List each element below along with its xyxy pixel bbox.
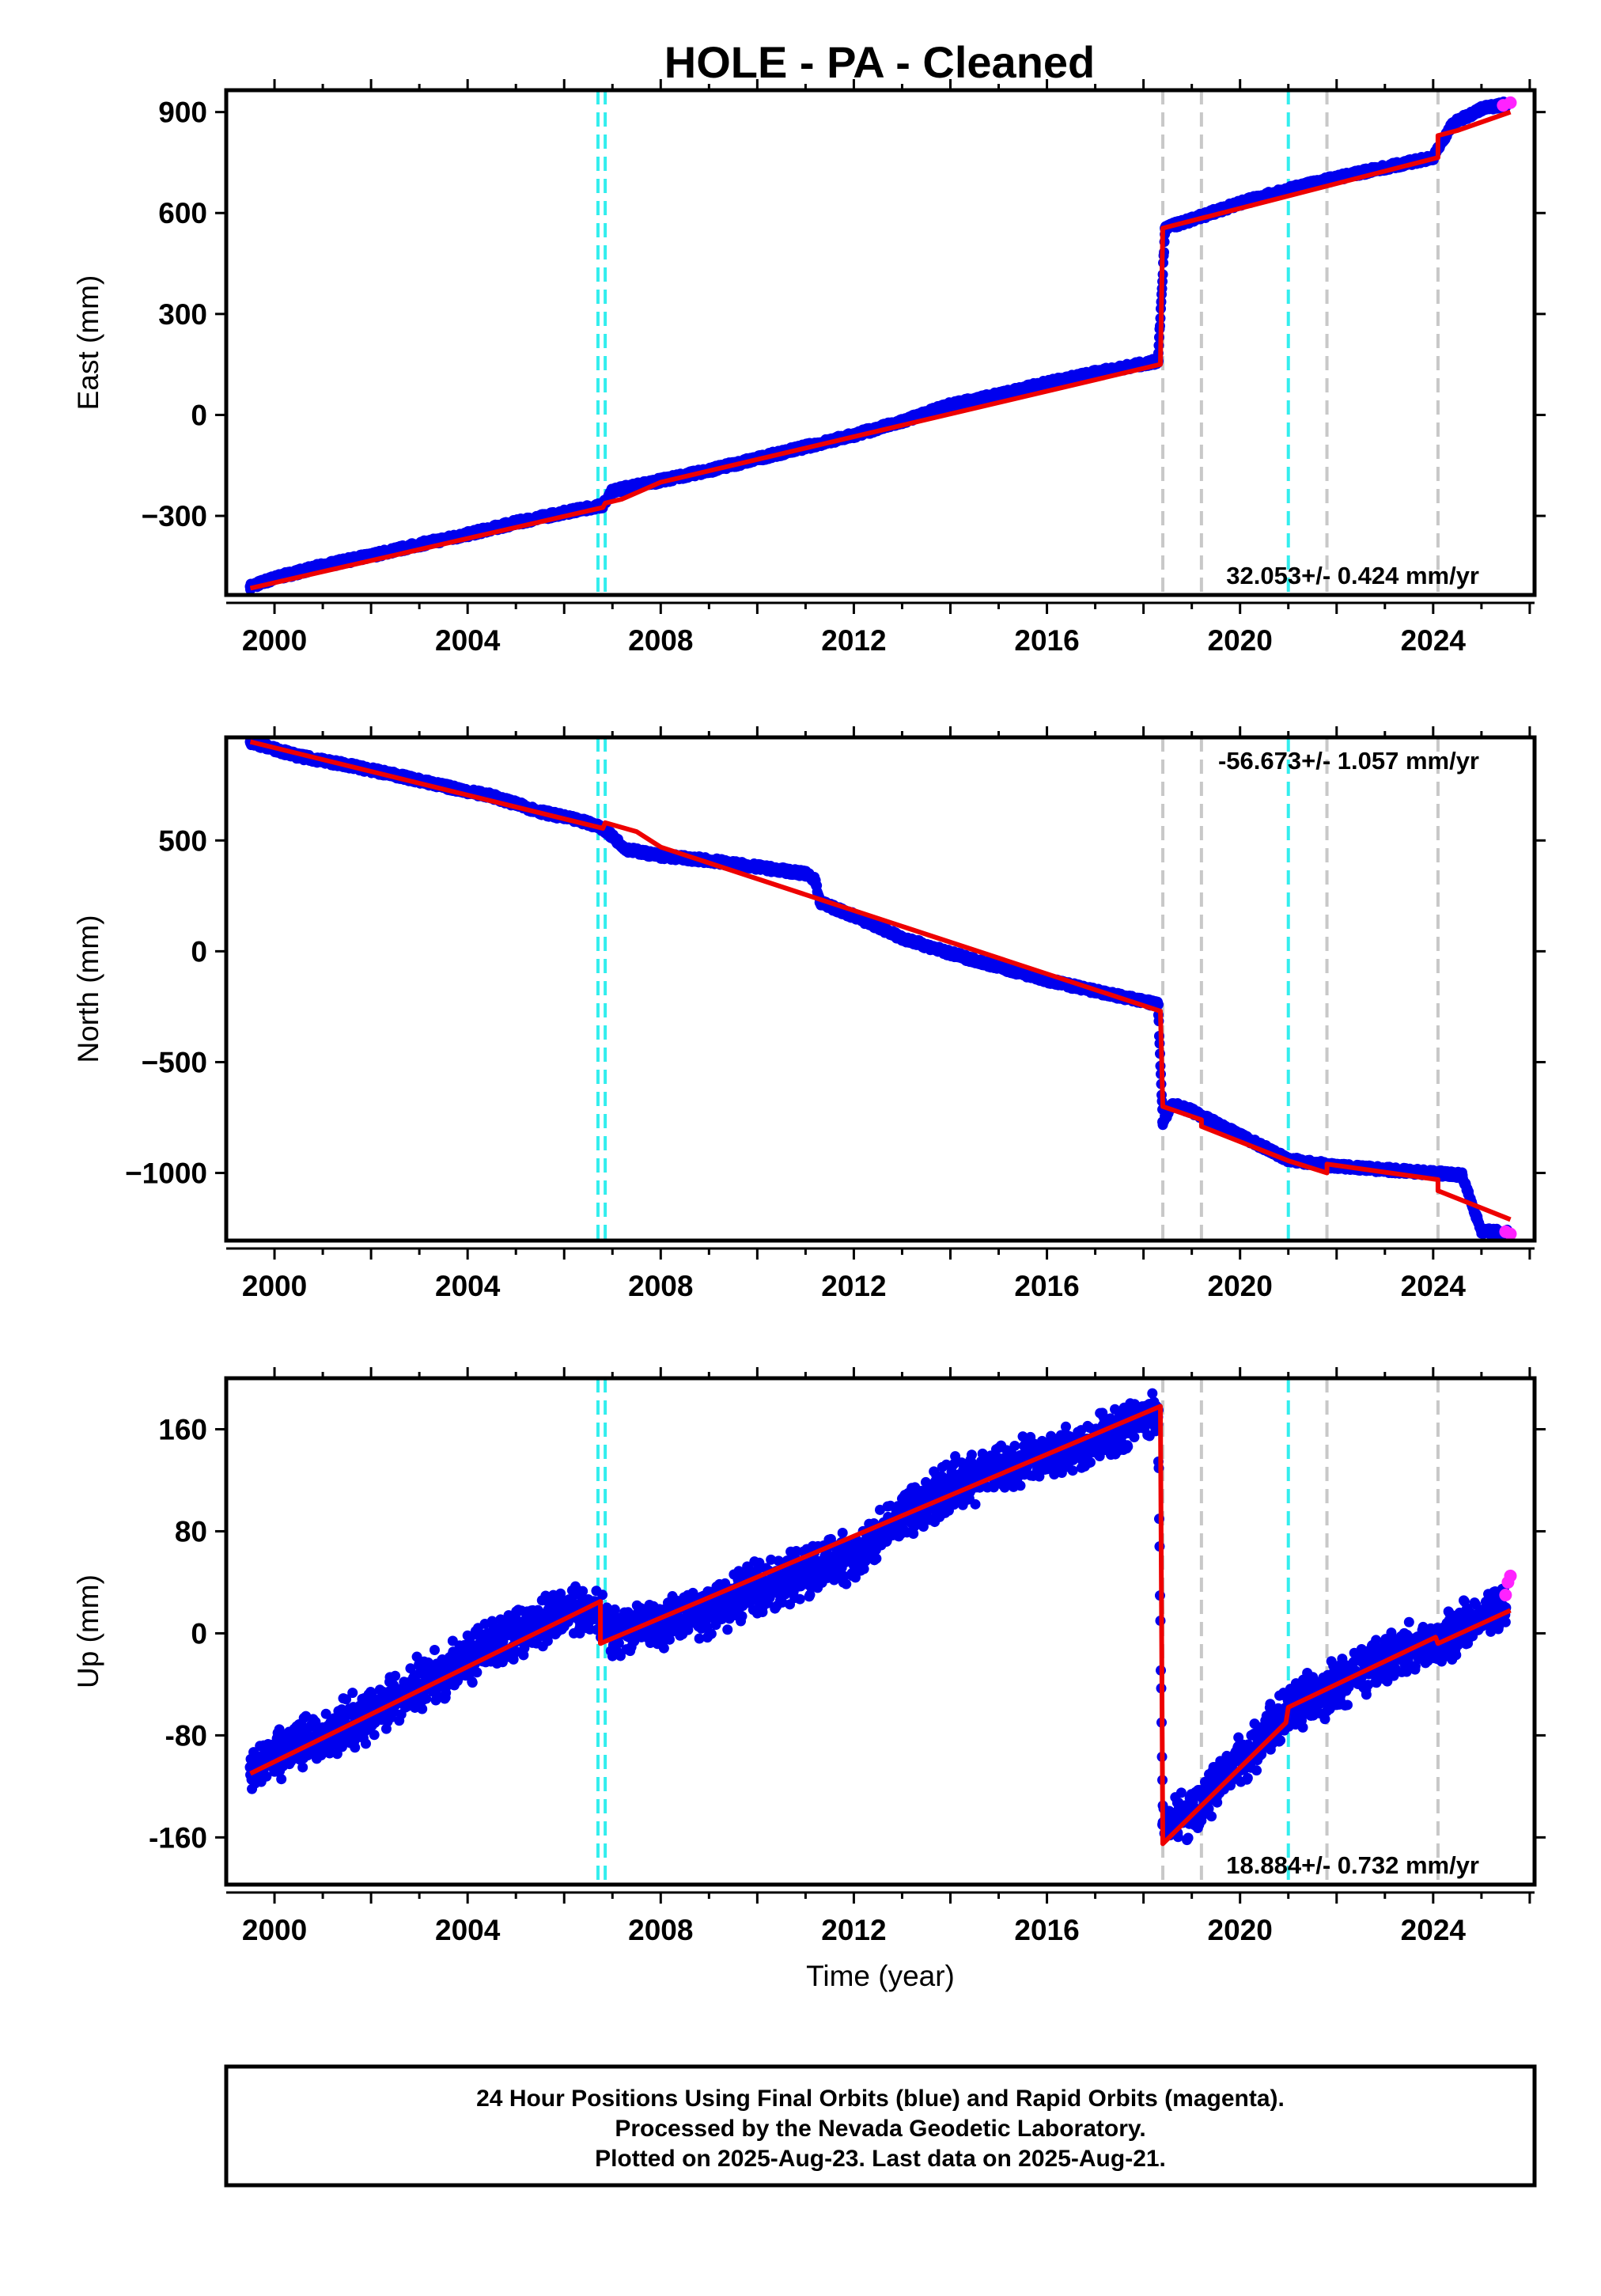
final-orbit-point — [1282, 184, 1294, 195]
east-x-tick-label: 2012 — [821, 624, 886, 657]
east-y-tick-label: 0 — [191, 399, 207, 431]
east-x-tick-label: 2020 — [1208, 624, 1273, 657]
east-x-tick-label: 2008 — [628, 624, 693, 657]
east-y-axis-label: East (mm) — [72, 275, 104, 411]
east-plot-area — [244, 90, 1517, 595]
east-x-tick-label: 2024 — [1401, 624, 1467, 657]
east-y-tick-label: 300 — [158, 298, 207, 331]
final-orbit-point — [1089, 367, 1101, 379]
panel-north: 2000 2004 2008 2012 2016 2020 20245000−500−100… — [72, 726, 1546, 1302]
east-frame — [224, 88, 1537, 597]
final-orbit-point — [1447, 118, 1459, 130]
final-orbit-point — [1475, 103, 1487, 115]
east-y-tick-label: 900 — [158, 97, 207, 129]
north-plot-area — [244, 737, 1517, 1241]
east-x-tick-label: 2000 — [242, 624, 307, 657]
east-x-tick-label: 2004 — [435, 624, 501, 657]
east-rate-label: 32.053+/- 0.424 mm/yr — [1226, 562, 1479, 589]
east-x-tick-label: 2016 — [1014, 624, 1079, 657]
figure-title: HOLE - PA - Cleaned — [664, 37, 1096, 87]
final-orbit-point — [317, 559, 329, 571]
final-orbit-point — [607, 485, 619, 497]
east-y-tick-label: 600 — [158, 197, 207, 229]
east-y-tick-label: −300 — [142, 500, 207, 532]
east-rapid-orbit-point — [1504, 96, 1517, 109]
final-orbit-point — [1041, 377, 1053, 389]
final-orbit-point — [944, 399, 956, 411]
panel-east: 2000 2004 2008 2012 2016 2020 2024 900 600 300 0 −3… — [72, 79, 1546, 657]
panels: 2000 2004 2008 2012 2016 2020 2024 900 600 300 0 −3… — [72, 79, 1546, 1992]
east-model-fit-line — [249, 109, 1512, 591]
final-orbit-point — [993, 388, 1005, 400]
